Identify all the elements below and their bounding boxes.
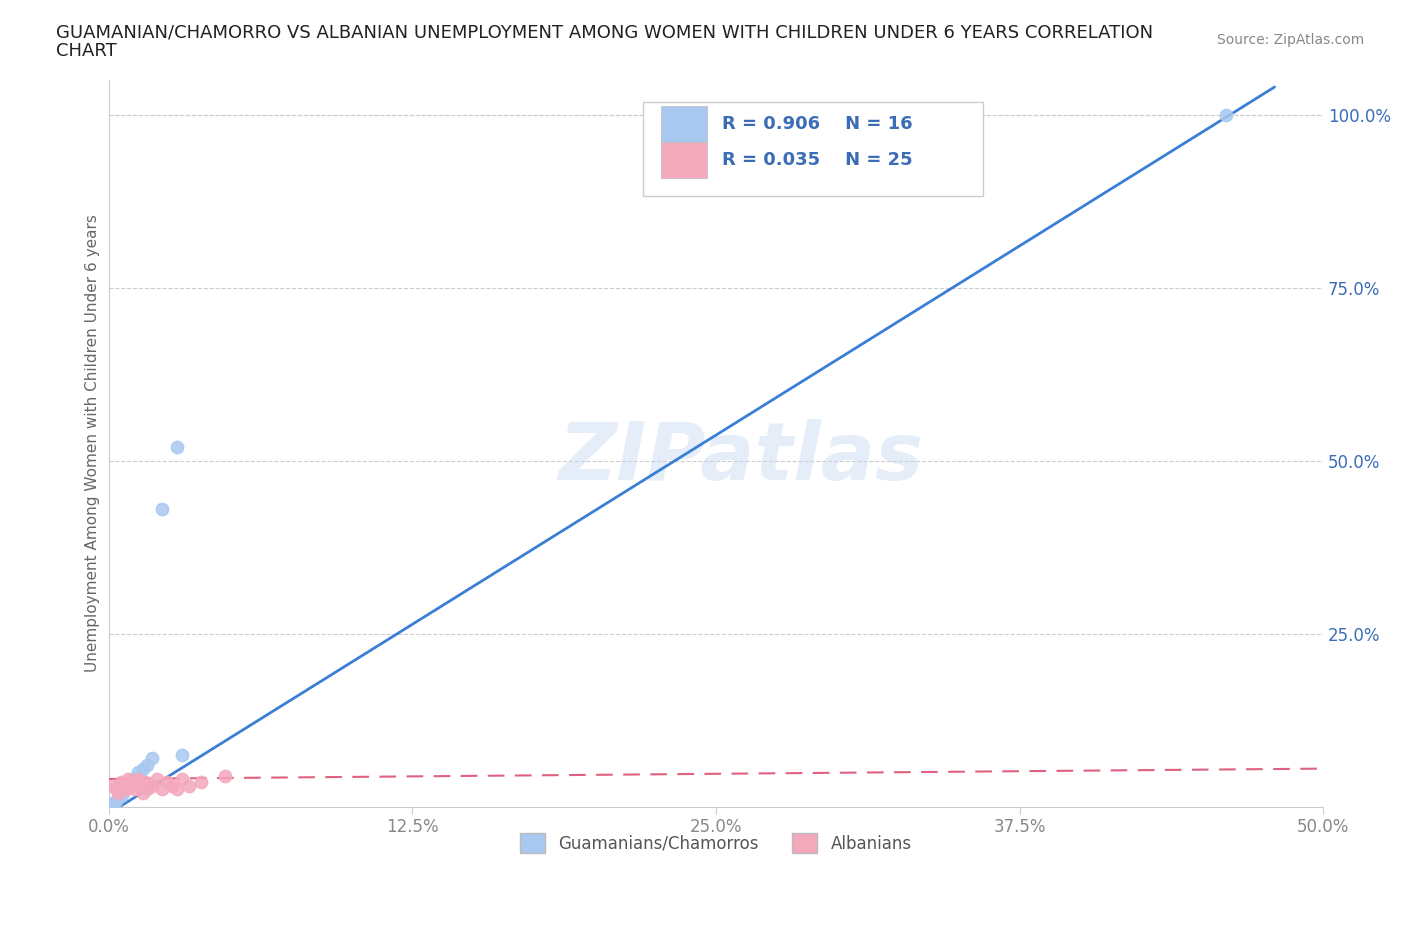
Point xyxy=(120,778,142,793)
Point xyxy=(117,772,139,787)
Text: Source: ZipAtlas.com: Source: ZipAtlas.com xyxy=(1216,33,1364,46)
Point xyxy=(129,778,152,793)
Point xyxy=(166,782,188,797)
Point xyxy=(104,782,127,797)
Point xyxy=(146,772,169,787)
Point xyxy=(136,758,159,773)
Point xyxy=(150,501,173,516)
Point xyxy=(122,772,145,787)
FancyBboxPatch shape xyxy=(643,102,983,196)
Point xyxy=(131,761,153,776)
FancyBboxPatch shape xyxy=(661,142,707,179)
Point xyxy=(170,748,193,763)
Point xyxy=(131,786,153,801)
Point xyxy=(110,775,132,790)
Point xyxy=(134,775,156,790)
Point xyxy=(214,768,236,783)
Point xyxy=(141,778,163,793)
FancyBboxPatch shape xyxy=(661,105,707,142)
Point xyxy=(1215,107,1237,122)
Point xyxy=(103,778,125,793)
Point xyxy=(122,775,145,790)
Point xyxy=(117,778,139,793)
Point xyxy=(103,796,125,811)
Point xyxy=(127,764,149,779)
Text: GUAMANIAN/CHAMORRO VS ALBANIAN UNEMPLOYMENT AMONG WOMEN WITH CHILDREN UNDER 6 YE: GUAMANIAN/CHAMORRO VS ALBANIAN UNEMPLOYM… xyxy=(56,23,1153,41)
Point xyxy=(127,772,149,787)
Y-axis label: Unemployment Among Women with Children Under 6 years: Unemployment Among Women with Children U… xyxy=(86,215,100,672)
Point xyxy=(112,786,135,801)
Point xyxy=(107,786,129,801)
Point xyxy=(166,439,188,454)
Text: CHART: CHART xyxy=(56,42,117,60)
Point xyxy=(110,789,132,804)
Point xyxy=(114,782,136,797)
Text: ZIPatlas: ZIPatlas xyxy=(558,418,922,497)
Point xyxy=(124,782,146,797)
Point xyxy=(114,782,136,797)
Text: R = 0.906    N = 16: R = 0.906 N = 16 xyxy=(721,114,912,133)
Point xyxy=(190,775,212,790)
Point xyxy=(141,751,163,765)
Legend: Guamanians/Chamorros, Albanians: Guamanians/Chamorros, Albanians xyxy=(513,827,918,860)
Point xyxy=(156,775,179,790)
Point xyxy=(177,778,200,793)
Text: R = 0.035    N = 25: R = 0.035 N = 25 xyxy=(721,151,912,169)
Point xyxy=(150,782,173,797)
Point xyxy=(136,782,159,797)
Point xyxy=(170,772,193,787)
Point xyxy=(112,778,135,793)
Point xyxy=(104,793,127,808)
Point xyxy=(107,790,129,805)
Point xyxy=(160,778,183,793)
